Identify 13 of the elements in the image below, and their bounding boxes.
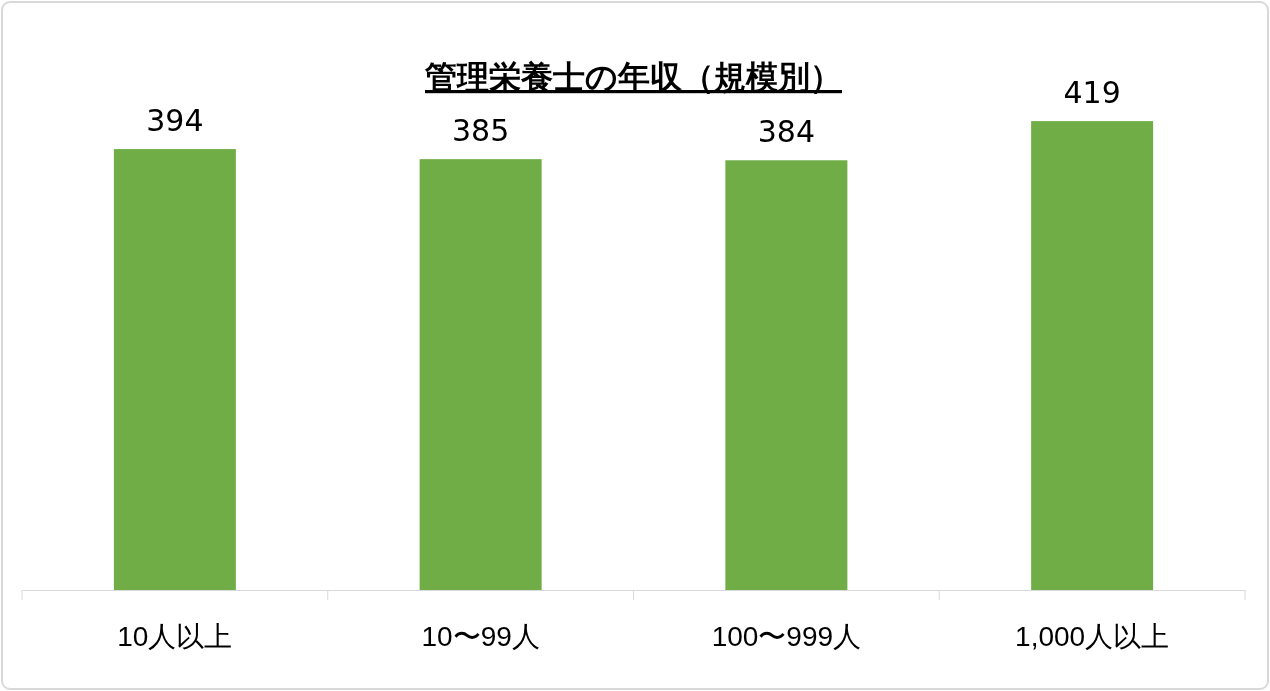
data-label: 385 <box>451 113 510 149</box>
x-tick-label: 10〜99人 <box>421 621 540 653</box>
data-label: 384 <box>757 114 816 150</box>
x-tick-label: 1,000人以上 <box>1015 621 1170 653</box>
data-label: 419 <box>1063 75 1121 111</box>
x-tick-label: 100〜999人 <box>711 621 862 653</box>
bar <box>725 160 848 590</box>
bar <box>419 159 542 590</box>
bar <box>1031 121 1154 590</box>
data-label: 394 <box>146 103 204 139</box>
chart-title: 管理栄養士の年収（規模別） <box>424 58 842 96</box>
x-tick-label: 10人以上 <box>117 621 233 653</box>
bar <box>113 149 236 590</box>
